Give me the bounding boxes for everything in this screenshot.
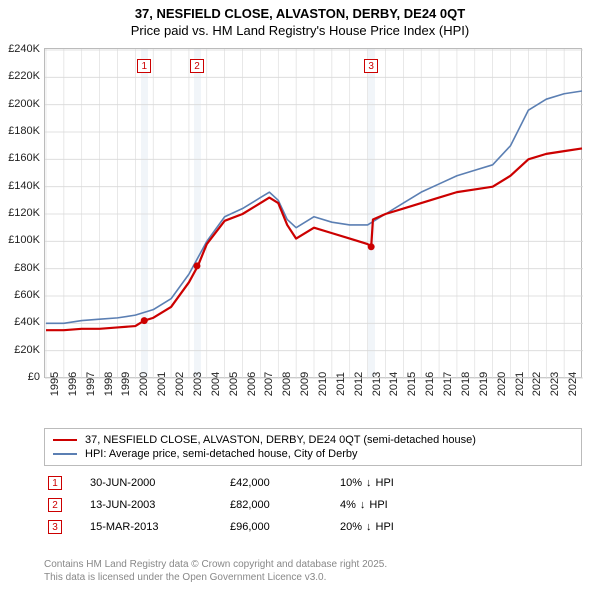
x-tick-label: 2017 bbox=[442, 372, 454, 396]
sales-row: 3 15-MAR-2013£96,00020% ↓ HPI bbox=[44, 516, 582, 538]
legend-swatch bbox=[53, 439, 77, 441]
sales-row: 1 30-JUN-2000£42,00010% ↓ HPI bbox=[44, 472, 582, 494]
y-tick-label: £20K bbox=[14, 344, 40, 356]
x-tick-label: 2023 bbox=[549, 372, 561, 396]
x-tick-label: 2006 bbox=[246, 372, 258, 396]
sales-row-diff: 20% ↓ HPI bbox=[340, 521, 394, 533]
x-tick-label: 2005 bbox=[228, 372, 240, 396]
sales-row-diff: 4% ↓HPI bbox=[340, 499, 388, 511]
x-tick-label: 2008 bbox=[281, 372, 293, 396]
sales-row-price: £82,000 bbox=[230, 499, 340, 511]
chart-title-main: 37, NESFIELD CLOSE, ALVASTON, DERBY, DE2… bbox=[0, 6, 600, 23]
y-tick-label: £140K bbox=[8, 180, 40, 192]
chart-legend: 37, NESFIELD CLOSE, ALVASTON, DERBY, DE2… bbox=[44, 428, 582, 466]
y-tick-label: £220K bbox=[8, 70, 40, 82]
legend-label: HPI: Average price, semi-detached house,… bbox=[85, 448, 358, 460]
arrow-down-icon: ↓ bbox=[366, 477, 372, 489]
x-tick-label: 2014 bbox=[388, 372, 400, 396]
x-axis-labels: 1995199619971998199920002001200220032004… bbox=[44, 380, 582, 420]
sales-row-diff: 10% ↓ HPI bbox=[340, 477, 394, 489]
sales-row-price: £96,000 bbox=[230, 521, 340, 533]
chart-title-sub: Price paid vs. HM Land Registry's House … bbox=[0, 23, 600, 40]
sales-row-diff-pct: 10% bbox=[340, 477, 362, 489]
x-tick-label: 1997 bbox=[85, 372, 97, 396]
sales-row-diff-vs: HPI bbox=[376, 477, 394, 489]
x-tick-label: 2003 bbox=[192, 372, 204, 396]
legend-row: 37, NESFIELD CLOSE, ALVASTON, DERBY, DE2… bbox=[53, 433, 573, 447]
chart-title-block: 37, NESFIELD CLOSE, ALVASTON, DERBY, DE2… bbox=[0, 0, 600, 40]
sales-table: 130-JUN-2000£42,00010%↓HPI213-JUN-2003£8… bbox=[44, 472, 582, 538]
chart-plot-area: 1 2 3 bbox=[44, 48, 582, 378]
sales-row-diff-vs: HPI bbox=[369, 499, 387, 511]
x-tick-label: 2009 bbox=[299, 372, 311, 396]
y-axis-labels: £0£20K£40K£60K£80K£100K£120K£140K£160K£1… bbox=[0, 48, 42, 378]
y-tick-label: £160K bbox=[8, 152, 40, 164]
x-tick-label: 2016 bbox=[424, 372, 436, 396]
sales-row-marker: 1 bbox=[48, 476, 62, 490]
chart-footer: Contains HM Land Registry data © Crown c… bbox=[44, 558, 387, 584]
arrow-down-icon: ↓ bbox=[360, 499, 366, 511]
x-tick-label: 1996 bbox=[67, 372, 79, 396]
x-tick-label: 2020 bbox=[496, 372, 508, 396]
sales-row-diff-pct: 20% bbox=[340, 521, 362, 533]
x-tick-label: 2002 bbox=[174, 372, 186, 396]
legend-row: HPI: Average price, semi-detached house,… bbox=[53, 447, 573, 461]
x-tick-label: 2004 bbox=[210, 372, 222, 396]
y-tick-label: £80K bbox=[14, 262, 40, 274]
y-tick-label: £240K bbox=[8, 43, 40, 55]
x-tick-label: 2013 bbox=[371, 372, 383, 396]
x-tick-label: 2007 bbox=[263, 372, 275, 396]
sale-marker-flag: 1 bbox=[137, 59, 151, 73]
x-tick-label: 2024 bbox=[567, 372, 579, 396]
x-tick-label: 2021 bbox=[514, 372, 526, 396]
x-tick-label: 2001 bbox=[156, 372, 168, 396]
sales-row-date: 13-JUN-2003 bbox=[90, 499, 230, 511]
y-tick-label: £100K bbox=[8, 234, 40, 246]
sales-row-diff-pct: 4% bbox=[340, 499, 356, 511]
y-tick-label: £40K bbox=[14, 316, 40, 328]
y-tick-label: £120K bbox=[8, 207, 40, 219]
sales-row-marker: 3 bbox=[48, 520, 62, 534]
sale-marker-flag: 3 bbox=[364, 59, 378, 73]
legend-swatch bbox=[53, 453, 77, 455]
y-tick-label: £200K bbox=[8, 98, 40, 110]
x-tick-label: 2019 bbox=[478, 372, 490, 396]
chart-svg bbox=[45, 49, 583, 379]
x-tick-label: 2000 bbox=[138, 372, 150, 396]
sales-row-diff-vs: HPI bbox=[376, 521, 394, 533]
x-tick-label: 2012 bbox=[353, 372, 365, 396]
sale-marker-dot bbox=[368, 243, 375, 250]
y-tick-label: £180K bbox=[8, 125, 40, 137]
x-tick-label: 1998 bbox=[103, 372, 115, 396]
sales-row-price: £42,000 bbox=[230, 477, 340, 489]
y-tick-label: £0 bbox=[28, 371, 40, 383]
sales-row: 2 13-JUN-2003£82,0004% ↓HPI bbox=[44, 494, 582, 516]
sales-row-date: 15-MAR-2013 bbox=[90, 521, 230, 533]
y-tick-label: £60K bbox=[14, 289, 40, 301]
footer-line1: Contains HM Land Registry data © Crown c… bbox=[44, 558, 387, 571]
x-tick-label: 1999 bbox=[120, 372, 132, 396]
sale-marker-flag: 2 bbox=[190, 59, 204, 73]
arrow-down-icon: ↓ bbox=[366, 521, 372, 533]
x-tick-label: 2018 bbox=[460, 372, 472, 396]
x-tick-label: 1995 bbox=[49, 372, 61, 396]
x-tick-label: 2010 bbox=[317, 372, 329, 396]
legend-label: 37, NESFIELD CLOSE, ALVASTON, DERBY, DE2… bbox=[85, 434, 476, 446]
sales-row-date: 30-JUN-2000 bbox=[90, 477, 230, 489]
sales-row-marker: 2 bbox=[48, 498, 62, 512]
sale-marker-dot bbox=[141, 317, 148, 324]
x-tick-label: 2011 bbox=[335, 372, 347, 396]
footer-line2: This data is licensed under the Open Gov… bbox=[44, 571, 387, 584]
x-tick-label: 2015 bbox=[406, 372, 418, 396]
x-tick-label: 2022 bbox=[531, 372, 543, 396]
sale-marker-dot bbox=[193, 262, 200, 269]
